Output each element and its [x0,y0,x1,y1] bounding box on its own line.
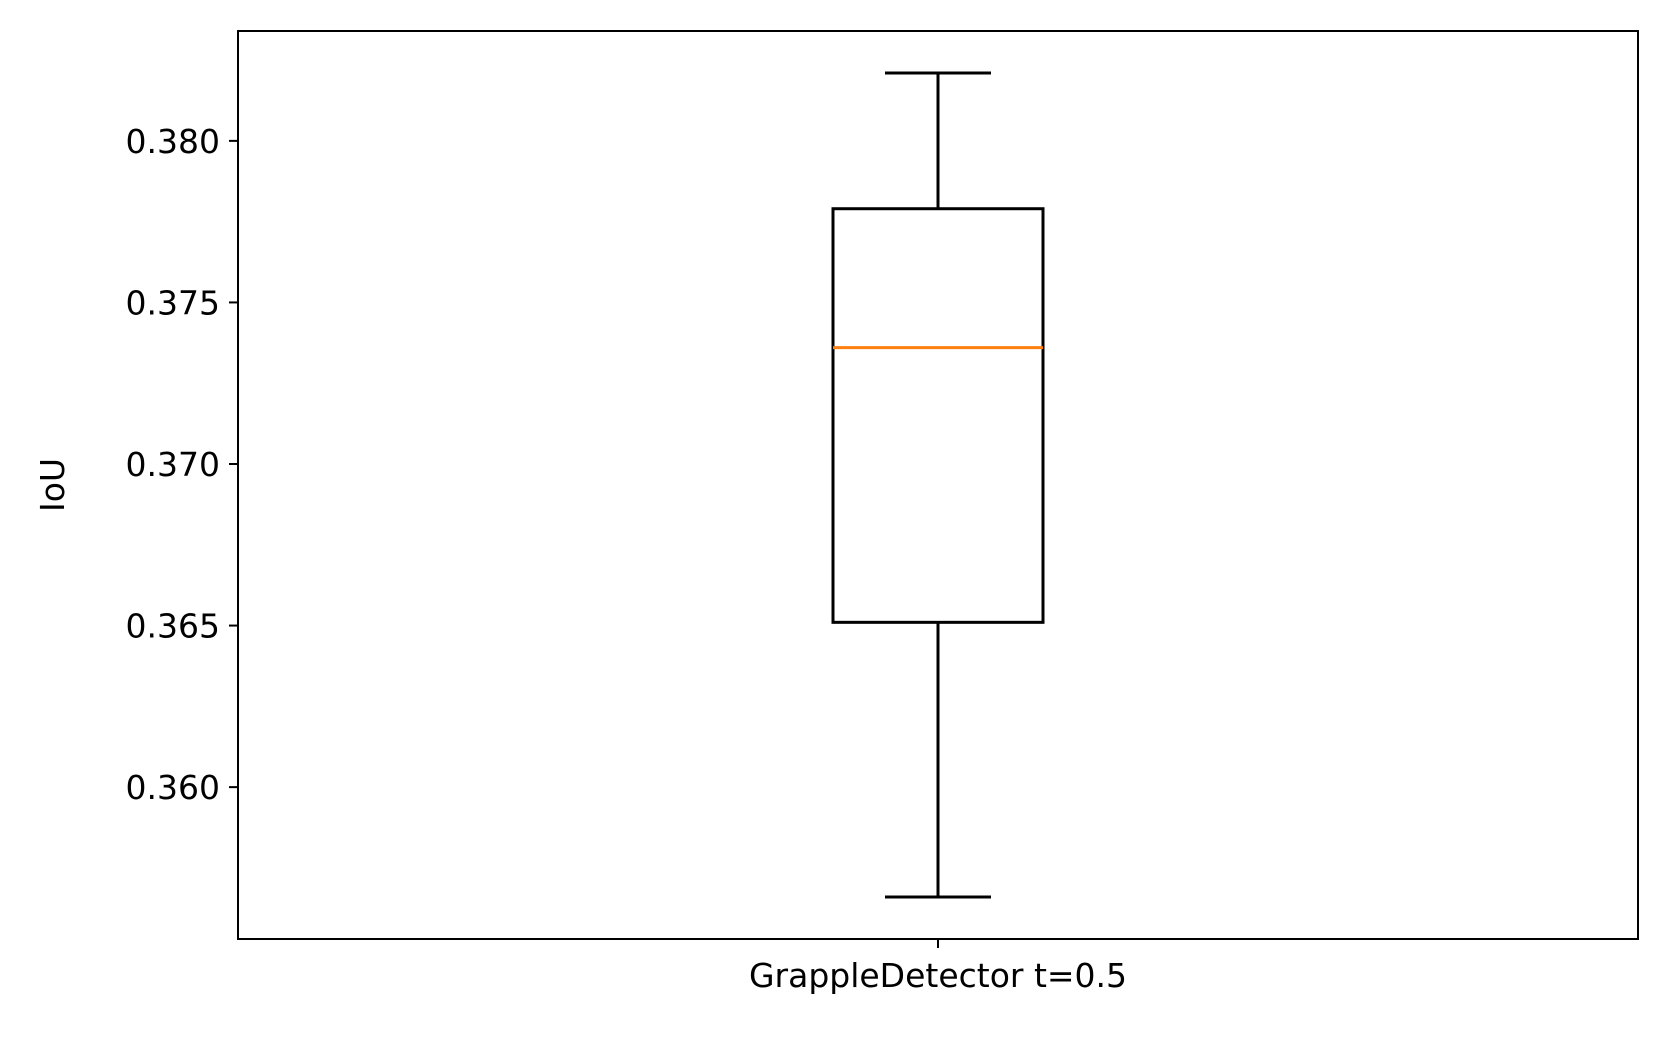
y-tick-label: 0.370 [126,445,220,484]
y-tick-label: 0.360 [126,768,220,807]
x-tick-label: GrappleDetector t=0.5 [749,956,1127,995]
y-tick-label: 0.365 [126,607,220,646]
plot-frame [237,30,1639,940]
y-axis-label: IoU [33,458,72,512]
iqr-box [831,207,1045,624]
y-tick-label: 0.375 [126,283,220,322]
y-tick-label: 0.380 [126,122,220,161]
